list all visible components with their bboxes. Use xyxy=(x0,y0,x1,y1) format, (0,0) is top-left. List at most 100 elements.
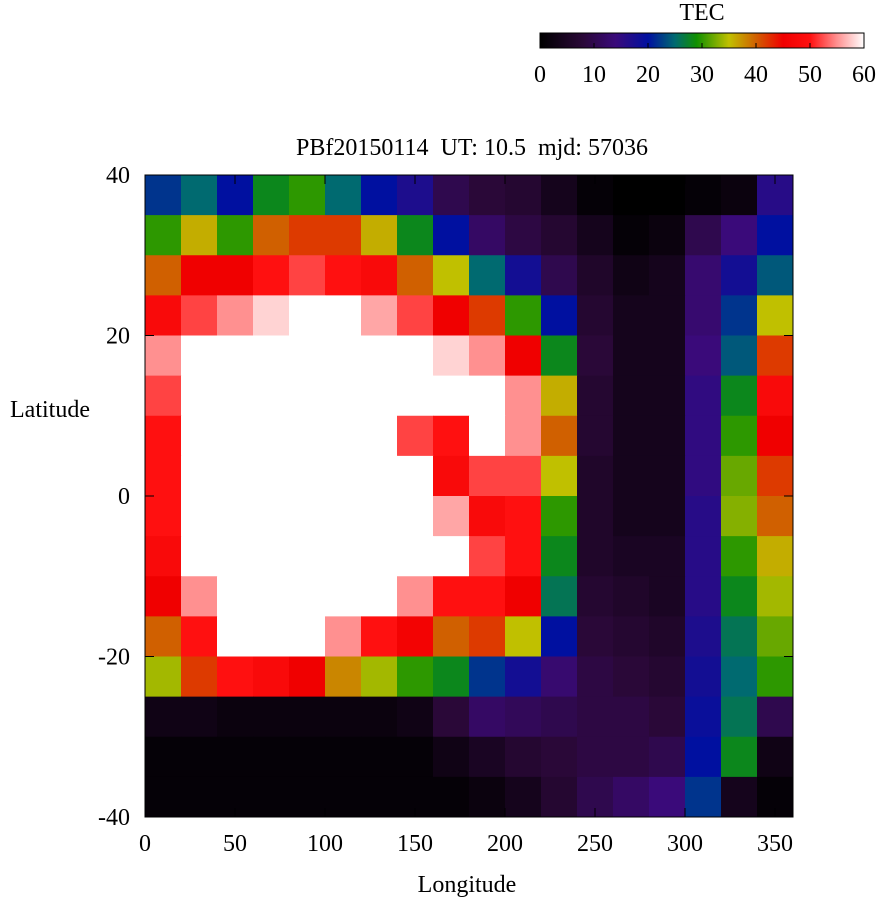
heatmap-cell xyxy=(433,295,470,336)
heatmap-cell xyxy=(325,175,362,216)
heatmap-cell xyxy=(721,295,758,336)
heatmap-cell xyxy=(325,536,362,577)
heatmap-cell xyxy=(685,255,722,296)
colorbar-tick-label: 10 xyxy=(582,62,606,88)
heatmap-cell xyxy=(721,616,758,657)
colorbar-label: TEC xyxy=(679,0,724,26)
heatmap-cell xyxy=(757,496,794,537)
heatmap-cell xyxy=(613,375,650,417)
heatmap-cell xyxy=(757,255,794,296)
heatmap-cell xyxy=(325,255,362,296)
heatmap-cell xyxy=(325,736,362,778)
heatmap-cell xyxy=(433,215,470,256)
heatmap-cell xyxy=(613,496,650,537)
heatmap-cell xyxy=(253,576,290,617)
heatmap-cell xyxy=(757,656,794,698)
heatmap-cell xyxy=(541,656,578,698)
heatmap-cell xyxy=(577,415,614,457)
heatmap-cell xyxy=(253,496,290,537)
heatmap-cell xyxy=(145,255,182,296)
heatmap-cell xyxy=(577,375,614,417)
heatmap-cell xyxy=(289,255,326,296)
heatmap-cell xyxy=(505,375,542,417)
heatmap-cell xyxy=(433,255,470,296)
heatmap-cell xyxy=(469,616,506,657)
heatmap-cell xyxy=(649,776,686,818)
heatmap-cell xyxy=(613,536,650,577)
heatmap-cell xyxy=(577,335,614,377)
heatmap-cell xyxy=(217,616,254,657)
heatmap-cell xyxy=(325,215,362,256)
heatmap-cell xyxy=(541,375,578,417)
heatmap-cell xyxy=(685,335,722,377)
heatmap-cell xyxy=(253,375,290,417)
heatmap-cell xyxy=(541,215,578,256)
heatmap-cell xyxy=(613,616,650,657)
heatmap-cell xyxy=(577,656,614,698)
heatmap-cell xyxy=(757,215,794,256)
heatmap-cell xyxy=(757,375,794,417)
heatmap-cell xyxy=(181,616,218,657)
heatmap-cell xyxy=(397,696,434,738)
y-tick-label: -40 xyxy=(98,805,130,831)
heatmap-cell xyxy=(253,696,290,738)
heatmap-cell xyxy=(433,375,470,417)
heatmap-cell xyxy=(649,175,686,216)
heatmap-cell xyxy=(325,656,362,698)
heatmap-cell xyxy=(685,616,722,657)
heatmap-cell xyxy=(289,576,326,617)
heatmap-cell xyxy=(433,415,470,457)
heatmap-cell xyxy=(649,656,686,698)
heatmap-cell xyxy=(397,496,434,537)
heatmap-cell xyxy=(469,295,506,336)
heatmap-cell xyxy=(721,656,758,698)
heatmap-cell xyxy=(469,496,506,537)
heatmap-cell xyxy=(721,496,758,537)
heatmap-cell xyxy=(577,536,614,577)
heatmap-cell xyxy=(541,415,578,457)
heatmap-cell xyxy=(721,335,758,377)
heatmap-cell xyxy=(541,455,578,497)
heatmap-cell xyxy=(253,255,290,296)
heatmap-cell xyxy=(217,375,254,417)
heatmap-cell xyxy=(253,616,290,657)
heatmap-cell xyxy=(361,255,398,296)
y-axis-label: Latitude xyxy=(10,397,90,423)
heatmap-cell xyxy=(289,776,326,818)
heatmap-cell xyxy=(721,455,758,497)
heatmap-cell xyxy=(397,455,434,497)
heatmap-cell xyxy=(397,335,434,377)
heatmap-cell xyxy=(433,616,470,657)
heatmap-cell xyxy=(685,736,722,778)
heatmap-cell xyxy=(181,696,218,738)
heatmap-cell xyxy=(505,415,542,457)
heatmap-cell xyxy=(145,696,182,738)
heatmap-cell xyxy=(253,536,290,577)
heatmap-cell xyxy=(433,536,470,577)
heatmap-cell xyxy=(649,455,686,497)
heatmap-cell xyxy=(649,295,686,336)
heatmap-cell xyxy=(361,295,398,336)
heatmap-cell xyxy=(397,375,434,417)
heatmap-cell xyxy=(577,496,614,537)
heatmap-cell xyxy=(253,415,290,457)
x-tick-label: 50 xyxy=(223,831,247,857)
heatmap-cell xyxy=(649,536,686,577)
heatmap-cell xyxy=(217,415,254,457)
heatmap-cell xyxy=(433,496,470,537)
heatmap-cell xyxy=(541,696,578,738)
heatmap-cell xyxy=(613,656,650,698)
heatmap-cell xyxy=(289,616,326,657)
heatmap-cell xyxy=(145,776,182,818)
heatmap-cell xyxy=(505,576,542,617)
heatmap-cell xyxy=(505,455,542,497)
heatmap-cell xyxy=(721,696,758,738)
heatmap-cell xyxy=(217,576,254,617)
heatmap-cell xyxy=(469,415,506,457)
heatmap-cell xyxy=(649,496,686,537)
heatmap-cell xyxy=(685,536,722,577)
y-tick-label: -20 xyxy=(98,645,130,671)
heatmap-cell xyxy=(145,455,182,497)
heatmap-cell xyxy=(757,455,794,497)
